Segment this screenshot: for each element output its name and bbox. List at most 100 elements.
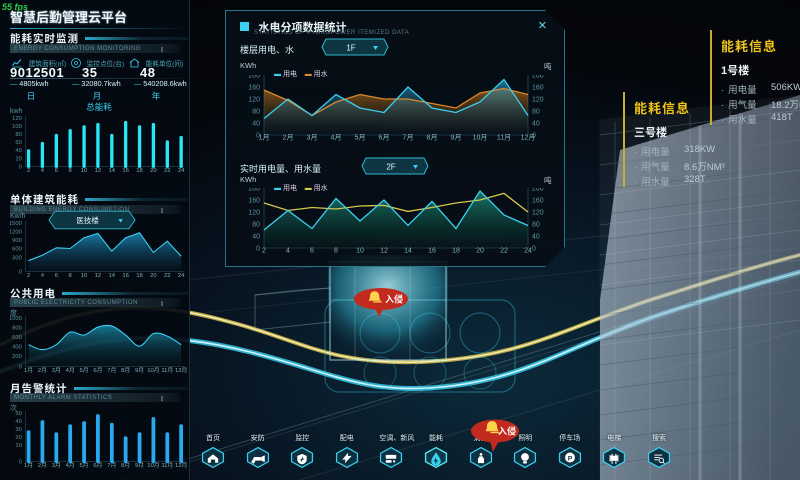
svg-text:2: 2 (262, 248, 266, 255)
svg-text:80: 80 (15, 132, 22, 138)
svg-text:9月: 9月 (135, 462, 144, 468)
svg-text:6月: 6月 (93, 367, 102, 373)
svg-text:200: 200 (532, 188, 544, 193)
svg-text:入侵: 入侵 (498, 425, 516, 438)
svg-text:10月: 10月 (147, 367, 159, 373)
svg-text:8: 8 (334, 248, 338, 255)
svg-text:22: 22 (164, 168, 171, 173)
svg-text:16: 16 (122, 168, 129, 173)
svg-text:0: 0 (19, 459, 23, 465)
svg-text:60: 60 (15, 140, 22, 146)
svg-text:8月: 8月 (121, 462, 130, 468)
svg-text:9月: 9月 (451, 134, 462, 142)
svg-text:4: 4 (41, 273, 45, 278)
svg-text:600: 600 (12, 247, 23, 253)
svg-text:12: 12 (380, 248, 388, 255)
svg-text:0: 0 (256, 246, 260, 253)
svg-text:160: 160 (532, 85, 544, 92)
svg-text:900: 900 (12, 238, 23, 244)
svg-text:入侵: 入侵 (385, 293, 403, 306)
svg-text:12: 12 (95, 168, 102, 173)
svg-text:6: 6 (55, 273, 58, 278)
svg-text:24: 24 (178, 168, 185, 173)
svg-text:4月: 4月 (66, 367, 75, 373)
svg-text:24: 24 (524, 248, 532, 255)
svg-text:4月: 4月 (331, 134, 342, 142)
svg-text:120: 120 (12, 116, 23, 122)
svg-text:12月: 12月 (175, 462, 187, 468)
svg-text:40: 40 (532, 234, 540, 241)
svg-text:7月: 7月 (107, 462, 116, 468)
svg-text:120: 120 (532, 97, 544, 104)
svg-text:11月: 11月 (161, 462, 173, 468)
svg-text:600: 600 (12, 335, 23, 341)
svg-text:120: 120 (532, 210, 544, 217)
svg-text:160: 160 (248, 85, 260, 92)
svg-text:4: 4 (286, 248, 290, 255)
svg-text:3月: 3月 (52, 462, 61, 468)
svg-text:80: 80 (252, 222, 260, 229)
svg-text:1000: 1000 (10, 316, 23, 322)
svg-text:50: 50 (15, 411, 22, 417)
svg-text:8: 8 (69, 273, 72, 278)
svg-text:2月: 2月 (283, 134, 294, 142)
svg-text:0: 0 (19, 269, 23, 275)
svg-text:160: 160 (532, 198, 544, 205)
svg-text:1500: 1500 (10, 221, 23, 227)
svg-text:6月: 6月 (93, 462, 102, 468)
svg-text:12月: 12月 (521, 134, 536, 142)
svg-text:8: 8 (69, 168, 72, 173)
svg-text:16: 16 (428, 248, 436, 255)
svg-text:1200: 1200 (10, 229, 23, 235)
svg-text:18: 18 (136, 168, 143, 173)
svg-text:1月: 1月 (259, 134, 270, 142)
svg-text:1月: 1月 (24, 367, 33, 373)
svg-text:200: 200 (248, 75, 260, 80)
svg-text:10月: 10月 (147, 462, 159, 468)
svg-text:14: 14 (404, 248, 412, 255)
svg-text:30: 30 (15, 427, 22, 433)
svg-text:3月: 3月 (307, 134, 318, 142)
svg-text:8月: 8月 (121, 367, 130, 373)
svg-text:40: 40 (532, 121, 540, 128)
svg-text:80: 80 (252, 109, 260, 116)
svg-text:10: 10 (81, 273, 88, 278)
svg-text:7月: 7月 (403, 134, 414, 142)
svg-text:8月: 8月 (427, 134, 438, 142)
svg-text:18: 18 (452, 248, 460, 255)
svg-text:24: 24 (178, 273, 185, 278)
svg-text:200: 200 (12, 354, 23, 360)
svg-text:6: 6 (310, 248, 314, 255)
svg-text:300: 300 (12, 255, 23, 261)
svg-text:16: 16 (122, 273, 129, 278)
svg-text:12: 12 (95, 273, 102, 278)
svg-text:2: 2 (27, 273, 30, 278)
svg-text:12月: 12月 (175, 367, 187, 373)
svg-text:400: 400 (12, 344, 23, 350)
svg-text:5月: 5月 (80, 462, 89, 468)
svg-text:6: 6 (55, 168, 58, 173)
svg-text:18: 18 (136, 273, 143, 278)
svg-text:9月: 9月 (135, 367, 144, 373)
svg-text:14: 14 (109, 273, 116, 278)
svg-text:10: 10 (81, 168, 88, 173)
svg-text:2: 2 (27, 168, 30, 173)
svg-text:5月: 5月 (355, 134, 366, 142)
svg-text:1月: 1月 (24, 462, 33, 468)
svg-text:1F: 1F (346, 44, 355, 53)
svg-text:160: 160 (248, 198, 260, 205)
svg-text:2月: 2月 (38, 367, 47, 373)
svg-text:20: 20 (476, 248, 484, 255)
svg-text:40: 40 (252, 234, 260, 241)
svg-text:120: 120 (248, 210, 260, 217)
svg-text:14: 14 (109, 168, 116, 173)
svg-text:0: 0 (19, 164, 23, 170)
svg-text:20: 20 (150, 168, 157, 173)
svg-text:7月: 7月 (107, 367, 116, 373)
svg-text:10: 10 (15, 443, 22, 449)
svg-text:800: 800 (12, 325, 23, 331)
svg-text:80: 80 (532, 109, 540, 116)
svg-text:20: 20 (15, 435, 22, 441)
svg-text:200: 200 (248, 188, 260, 193)
svg-text:40: 40 (15, 148, 22, 154)
